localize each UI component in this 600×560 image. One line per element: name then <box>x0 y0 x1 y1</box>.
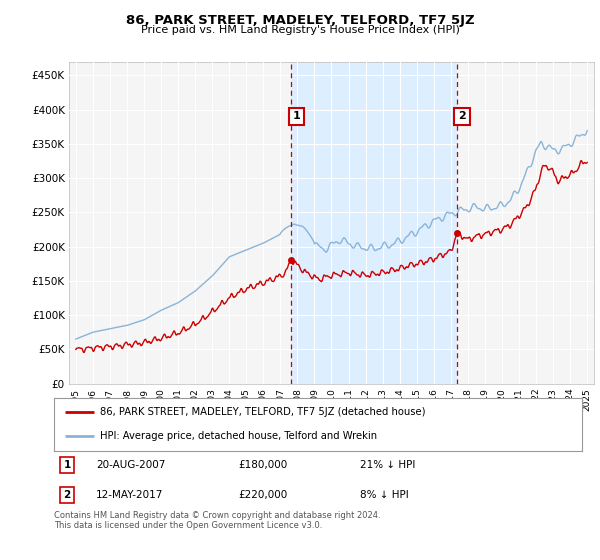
Text: £180,000: £180,000 <box>239 460 288 470</box>
Text: 1: 1 <box>64 460 71 470</box>
Text: Price paid vs. HM Land Registry's House Price Index (HPI): Price paid vs. HM Land Registry's House … <box>140 25 460 35</box>
Text: 20-AUG-2007: 20-AUG-2007 <box>96 460 166 470</box>
Text: 86, PARK STREET, MADELEY, TELFORD, TF7 5JZ: 86, PARK STREET, MADELEY, TELFORD, TF7 5… <box>125 14 475 27</box>
Text: HPI: Average price, detached house, Telford and Wrekin: HPI: Average price, detached house, Telf… <box>100 431 377 441</box>
Text: £220,000: £220,000 <box>239 490 288 500</box>
Text: 1: 1 <box>293 111 300 122</box>
Text: 12-MAY-2017: 12-MAY-2017 <box>96 490 164 500</box>
Text: 2: 2 <box>458 111 466 122</box>
Text: 21% ↓ HPI: 21% ↓ HPI <box>360 460 416 470</box>
Text: Contains HM Land Registry data © Crown copyright and database right 2024.
This d: Contains HM Land Registry data © Crown c… <box>54 511 380 530</box>
Text: 2: 2 <box>64 490 71 500</box>
Bar <box>291 62 457 384</box>
Text: 8% ↓ HPI: 8% ↓ HPI <box>360 490 409 500</box>
Text: 86, PARK STREET, MADELEY, TELFORD, TF7 5JZ (detached house): 86, PARK STREET, MADELEY, TELFORD, TF7 5… <box>100 407 426 417</box>
